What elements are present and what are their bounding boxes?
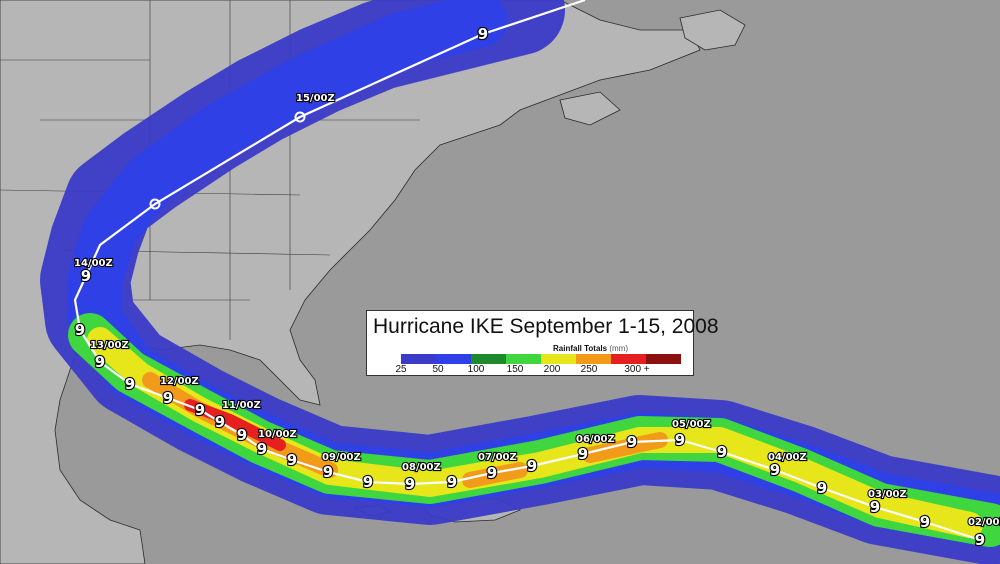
hurricane-symbol-icon: 9 — [405, 475, 415, 493]
hurricane-symbol-icon: 9 — [627, 433, 637, 451]
map-title: Hurricane IKE September 1-15, 2008 — [373, 315, 719, 338]
track-stamp-label: 02/00Z — [968, 517, 1000, 528]
track-stamp-label: 07/00Z — [478, 452, 517, 463]
hurricane-symbol-icon: 9 — [323, 463, 333, 481]
track-stamp-label: 11/00Z — [222, 400, 261, 411]
hurricane-symbol-icon: 9 — [527, 457, 537, 475]
legend-swatch — [646, 354, 681, 364]
legend-tick: 250 — [580, 364, 598, 375]
track-stamp-label: 14/00Z — [74, 258, 113, 269]
track-stamp-label: 06/00Z — [576, 434, 615, 445]
hurricane-symbol-icon: 9 — [95, 353, 105, 371]
hurricane-symbol-icon: 9 — [215, 413, 225, 431]
hurricane-symbol-icon: 9 — [870, 498, 880, 516]
hurricane-symbol-icon: 9 — [287, 451, 297, 469]
nova-scotia — [559, 91, 621, 126]
legend: Hurricane IKE September 1-15, 2008 Rainf… — [366, 310, 719, 376]
track-stamp-label: 04/00Z — [768, 452, 807, 463]
track-stamp-label: 03/00Z — [868, 489, 907, 500]
legend-tick: 100 — [467, 364, 485, 375]
hurricane-symbol-icon: 9 — [257, 440, 267, 458]
hurricane-symbol-icon: 9 — [717, 443, 727, 461]
legend-label: Rainfall Totals (mm) — [553, 344, 628, 353]
track-stamp-label: 13/00Z — [90, 340, 129, 351]
hurricane-symbol-icon: 9 — [478, 25, 488, 43]
legend-tick: 200 — [543, 364, 561, 375]
hurricane-symbol-icon: 9 — [125, 375, 135, 393]
hurricane-track — [73, 0, 981, 542]
legend-unit: (mm) — [609, 344, 628, 353]
track-stamp-label: 05/00Z — [672, 419, 711, 430]
hurricane-symbol-icon: 9 — [75, 321, 85, 339]
hurricane-symbol-icon: 9 — [817, 479, 827, 497]
legend-swatch — [576, 354, 611, 364]
legend-ticks: 25 50 100 150 200 250 300 + — [367, 364, 693, 376]
hurricane-symbol-icon: 9 — [363, 473, 373, 491]
legend-tick: 50 — [432, 364, 444, 375]
low-marker-icon — [294, 111, 306, 123]
legend-swatch — [436, 354, 471, 364]
legend-tick: 150 — [506, 364, 524, 375]
legend-tick: 300 + — [624, 364, 650, 375]
hurricane-symbol-icon: 9 — [770, 461, 780, 479]
hurricane-symbol-icon: 9 — [487, 464, 497, 482]
legend-label-text: Rainfall Totals — [553, 344, 608, 353]
hurricane-symbol-icon: 9 — [81, 267, 91, 285]
hurricane-symbol-icon: 9 — [237, 426, 247, 444]
hurricane-symbol-icon: 9 — [195, 401, 205, 419]
legend-swatch — [401, 354, 436, 364]
track-stamp-label: 08/00Z — [402, 462, 441, 473]
track-stamp-label: 10/00Z — [258, 429, 297, 440]
hurricane-symbol-icon: 9 — [920, 513, 930, 531]
track-stamp-label: 15/00Z — [296, 93, 335, 104]
legend-swatch — [506, 354, 541, 364]
hurricane-symbol-icon: 9 — [447, 473, 457, 491]
newfoundland — [679, 9, 746, 51]
legend-swatch — [541, 354, 576, 364]
legend-swatch — [471, 354, 506, 364]
track-stamp-label: 09/00Z — [322, 452, 361, 463]
legend-tick: 25 — [395, 364, 407, 375]
hurricane-symbol-icon: 9 — [675, 431, 685, 449]
rain-band-300 — [184, 399, 286, 451]
legend-swatch — [611, 354, 646, 364]
legend-color-bar — [401, 354, 681, 364]
track-stamp-label: 12/00Z — [160, 376, 199, 387]
hurricane-symbol-icon: 9 — [163, 389, 173, 407]
hurricane-symbol-icon: 9 — [975, 531, 985, 549]
low-marker-icon — [149, 198, 161, 210]
hurricane-symbol-icon: 9 — [578, 445, 588, 463]
track-stamps: 902/00Z903/00Z904/00Z905/00Z906/00Z907/0… — [73, 24, 1000, 550]
